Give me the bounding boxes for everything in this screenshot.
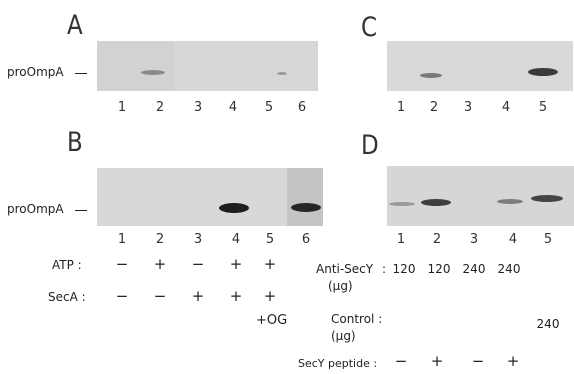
antisecy-label: Anti-SecY xyxy=(316,262,374,276)
lane-b-3: 3 xyxy=(193,232,203,247)
peptide-mark-4: + xyxy=(506,352,520,370)
antisecy-unit: (μg) xyxy=(328,279,353,293)
antisecy-value-1: 120 xyxy=(392,262,416,276)
control-value-5: 240 xyxy=(536,317,560,331)
lane-d-2: 2 xyxy=(432,232,442,247)
lane-a-5: 5 xyxy=(264,100,274,115)
atp-label: ATP : xyxy=(52,258,82,272)
band-c-lane5 xyxy=(528,68,558,76)
panel-label-d: D xyxy=(361,130,379,161)
band-d-lane2 xyxy=(421,199,451,206)
proompa-tick-a xyxy=(75,73,87,74)
panel-label-c: C xyxy=(361,12,378,43)
panel-label-a: A xyxy=(67,10,83,41)
peptide-mark-1: − xyxy=(394,352,408,370)
lane-a-3: 3 xyxy=(193,100,203,115)
seca-mark-1: − xyxy=(115,287,129,305)
lane-d-3: 3 xyxy=(469,232,479,247)
seca-mark-4: + xyxy=(229,287,243,305)
proompa-label-b: proOmpA xyxy=(7,202,64,216)
lane-c-5: 5 xyxy=(538,100,548,115)
band-d-lane5 xyxy=(531,195,563,202)
proompa-label-a: proOmpA xyxy=(7,65,64,79)
lane-d-5: 5 xyxy=(543,232,553,247)
lane-d-4: 4 xyxy=(508,232,518,247)
lane-c-2: 2 xyxy=(429,100,439,115)
seca-mark-3: + xyxy=(191,287,205,305)
atp-mark-1: − xyxy=(115,255,129,273)
proompa-tick-b xyxy=(75,210,87,211)
atp-mark-5: + xyxy=(263,255,277,273)
lane-a-1: 1 xyxy=(117,100,127,115)
seca-mark-5: + xyxy=(263,287,277,305)
lane-c-3: 3 xyxy=(463,100,473,115)
atp-mark-2: + xyxy=(153,255,167,273)
lane-b-5: 5 xyxy=(265,232,275,247)
control-unit: (μg) xyxy=(331,329,356,343)
antisecy-value-4: 240 xyxy=(497,262,521,276)
antisecy-value-3: 240 xyxy=(462,262,486,276)
band-c-lane2 xyxy=(420,73,442,78)
lane-c-4: 4 xyxy=(501,100,511,115)
panel-label-b: B xyxy=(67,127,83,158)
blot-panel-b xyxy=(97,168,323,226)
band-b-lane6 xyxy=(291,203,321,212)
atp-mark-4: + xyxy=(229,255,243,273)
blot-panel-a xyxy=(97,41,318,91)
lane-a-2: 2 xyxy=(155,100,165,115)
atp-mark-3: − xyxy=(191,255,205,273)
seca-label: SecA : xyxy=(48,290,86,304)
band-a-lane2 xyxy=(141,70,165,75)
control-label: Control : xyxy=(331,312,383,326)
lane-a-4: 4 xyxy=(228,100,238,115)
lane-c-1: 1 xyxy=(396,100,406,115)
lane-b-6: 6 xyxy=(301,232,311,247)
blot-panel-c xyxy=(387,41,573,91)
band-a-lane5 xyxy=(277,72,287,75)
band-d-lane4 xyxy=(497,199,523,204)
antisecy-colon: : xyxy=(382,262,387,276)
lane-d-1: 1 xyxy=(396,232,406,247)
lane-b-1: 1 xyxy=(117,232,127,247)
lane-a-6: 6 xyxy=(297,100,307,115)
lane-b-2: 2 xyxy=(155,232,165,247)
antisecy-value-2: 120 xyxy=(427,262,451,276)
seca-mark-2: − xyxy=(153,287,167,305)
band-b-lane4 xyxy=(219,203,249,213)
band-d-lane1 xyxy=(389,202,415,206)
secy-peptide-label: SecY peptide : xyxy=(298,357,378,370)
og-label: +OG xyxy=(256,313,288,328)
lane-b-4: 4 xyxy=(231,232,241,247)
peptide-mark-3: − xyxy=(471,352,485,370)
blot-panel-d xyxy=(387,166,574,226)
peptide-mark-2: + xyxy=(430,352,444,370)
